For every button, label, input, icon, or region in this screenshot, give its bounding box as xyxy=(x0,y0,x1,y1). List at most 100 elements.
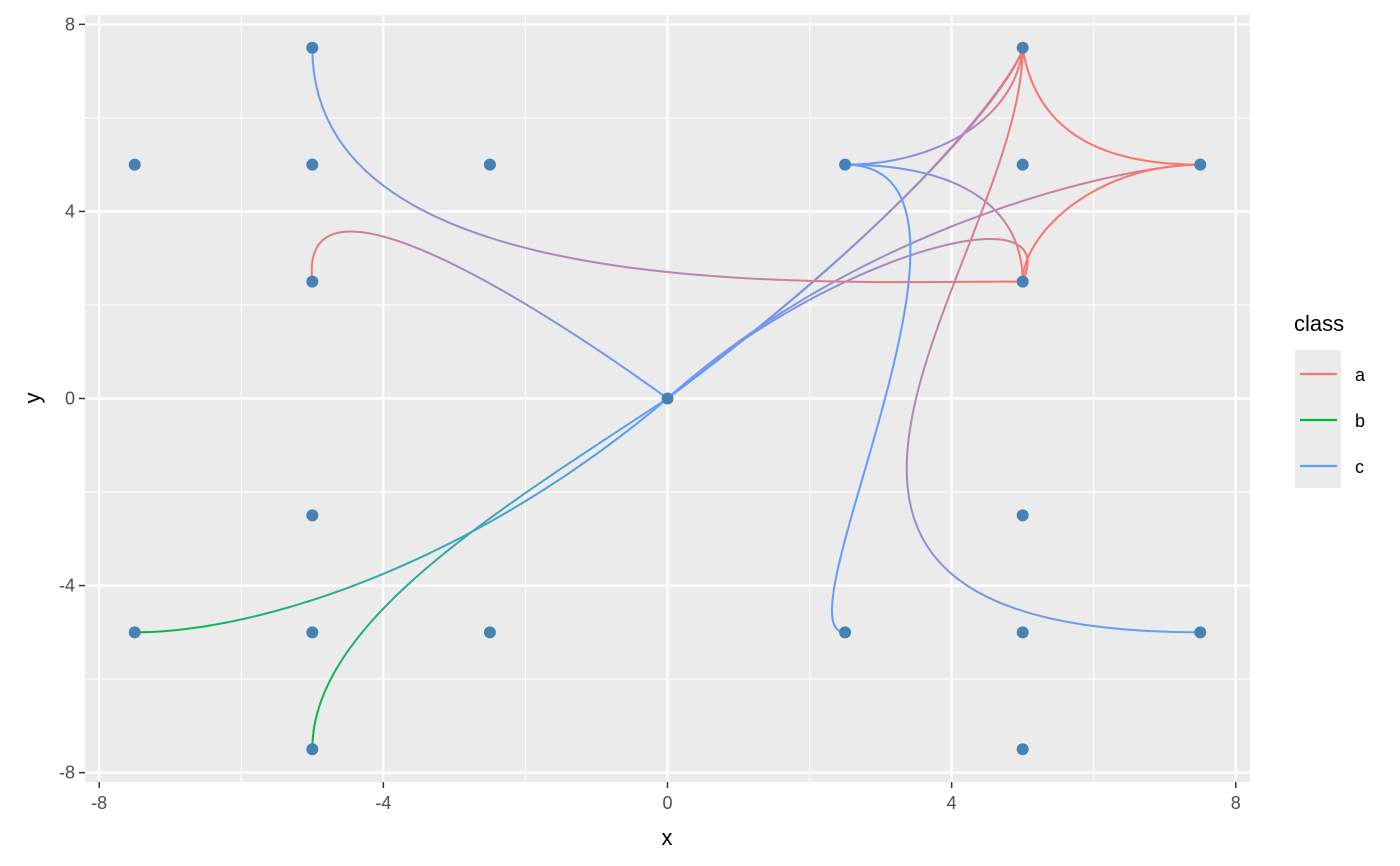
edge-segment xyxy=(714,351,728,363)
edge-segment xyxy=(908,417,913,432)
edge-segment xyxy=(908,228,912,239)
edge-segment xyxy=(726,276,745,280)
edge-segment xyxy=(644,381,655,390)
edge-segment xyxy=(601,262,620,267)
edge-segment xyxy=(874,420,880,435)
edge-segment xyxy=(905,284,910,298)
edge-segment xyxy=(831,596,834,605)
edge-segment xyxy=(877,252,890,260)
edge-segment xyxy=(690,369,705,381)
edge-segment xyxy=(944,291,952,307)
edge-segment xyxy=(370,573,383,580)
edge-segment xyxy=(871,432,877,446)
edge-segment xyxy=(931,553,941,564)
edge-segment xyxy=(770,311,783,321)
edge-segment xyxy=(248,614,259,619)
edge-segment xyxy=(928,164,937,173)
edge-segment xyxy=(193,625,204,629)
edge-segment xyxy=(922,356,929,371)
edge-segment xyxy=(1017,79,1022,93)
edge-segment xyxy=(860,165,870,170)
edge-segment xyxy=(499,240,516,247)
edge-segment xyxy=(586,260,604,265)
edge-segment xyxy=(715,351,727,360)
edge-segment xyxy=(370,614,379,623)
edge-segment xyxy=(887,374,893,388)
edge-segment xyxy=(325,680,331,689)
edge-segment xyxy=(1114,173,1124,178)
edge-segment xyxy=(597,349,608,358)
edge xyxy=(1021,163,1202,283)
edge-segment xyxy=(910,182,919,192)
edge-segment xyxy=(351,638,358,646)
data-point xyxy=(1194,158,1207,171)
edge-segment xyxy=(874,169,883,175)
edge-segment xyxy=(1005,126,1012,141)
edge-segment xyxy=(623,419,635,428)
edge-segment xyxy=(356,161,367,172)
edge-segment xyxy=(522,487,533,496)
edge-segment xyxy=(903,189,913,198)
edge-segment xyxy=(424,210,439,219)
data-point xyxy=(1016,626,1029,639)
edge-segment xyxy=(596,444,609,455)
edge-segment xyxy=(399,561,411,568)
legend-label: c xyxy=(1355,457,1364,477)
edge-segment xyxy=(316,704,321,713)
edge-segment xyxy=(698,363,710,373)
edge-segment xyxy=(532,307,543,315)
edge-segment xyxy=(828,284,840,291)
edge-segment xyxy=(349,153,359,164)
edge-segment xyxy=(506,505,519,513)
edge-segment xyxy=(843,530,849,542)
edge-segment xyxy=(748,325,762,335)
legend-label: a xyxy=(1355,365,1366,385)
edge-segment xyxy=(780,304,794,314)
edge-segment xyxy=(556,473,569,482)
edge-segment xyxy=(360,626,368,635)
edge-segment xyxy=(846,520,852,533)
edge-segment xyxy=(606,437,619,447)
edge-segment xyxy=(906,441,910,456)
data-point xyxy=(1016,275,1029,288)
edge-segment xyxy=(849,510,854,523)
edge-segment xyxy=(839,549,844,561)
edge-segment xyxy=(399,585,408,593)
edge-segment xyxy=(389,565,402,572)
edge-segment xyxy=(906,486,911,499)
edge-segment xyxy=(816,268,828,279)
edge-segment xyxy=(939,304,947,320)
edge-segment xyxy=(387,596,396,605)
edge-segment xyxy=(313,716,318,726)
edge-segment xyxy=(1010,200,1022,206)
edge-segment xyxy=(321,105,328,118)
edge-segment xyxy=(837,558,842,569)
edge-segment xyxy=(342,649,349,658)
edge-segment xyxy=(820,288,831,295)
edge xyxy=(830,163,912,634)
edge-segment xyxy=(843,245,854,255)
edge-segment xyxy=(467,527,478,536)
edge-segment xyxy=(179,627,189,631)
edge-segment xyxy=(894,186,900,195)
edge-segment xyxy=(1029,194,1041,200)
edge-segment xyxy=(486,516,499,525)
edge-segment xyxy=(851,238,862,248)
edge-segment xyxy=(637,376,647,384)
edge xyxy=(311,46,1024,284)
edge-segment xyxy=(758,277,777,281)
edge-segment xyxy=(918,249,929,254)
edge-segment xyxy=(846,276,857,282)
edge-segment xyxy=(405,579,414,588)
edge-segment xyxy=(938,561,949,572)
y-tick-label: -8 xyxy=(59,763,75,783)
edge-segment xyxy=(343,584,355,591)
data-point xyxy=(306,509,319,522)
data-point xyxy=(306,743,319,756)
edge-segment xyxy=(208,623,219,627)
edge-segment xyxy=(895,339,901,354)
data-point xyxy=(306,41,319,54)
edge-segment xyxy=(556,254,574,260)
edge-segment xyxy=(430,253,440,259)
edge-segment xyxy=(172,628,182,632)
